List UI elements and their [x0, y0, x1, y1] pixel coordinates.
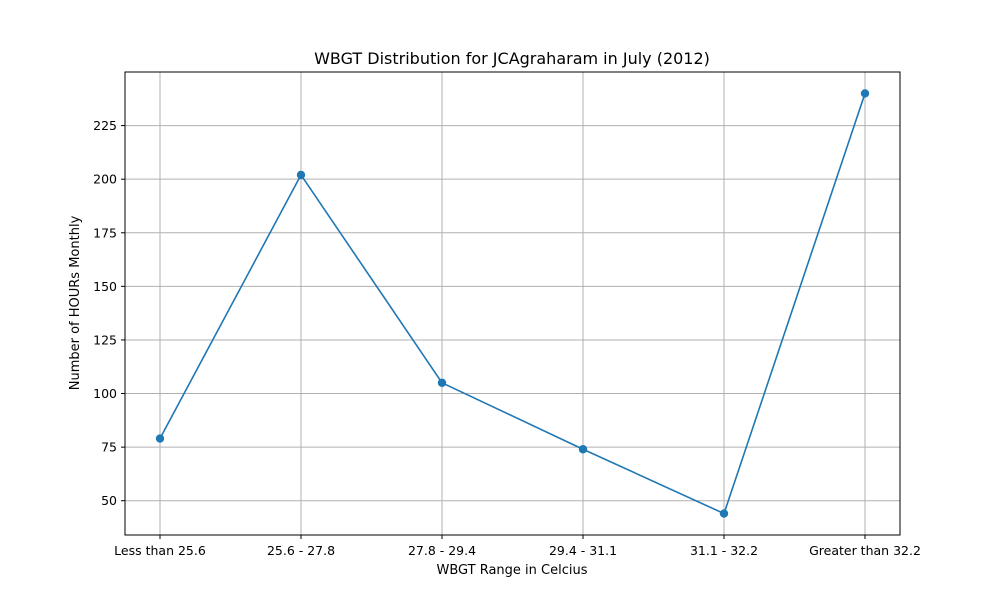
data-point	[155, 434, 165, 443]
y-axis-label: Number of HOURs Monthly	[68, 215, 83, 390]
y-tick-label: 100	[93, 386, 117, 401]
y-tick-label: 150	[93, 279, 117, 294]
x-tick-label: 25.6 - 27.8	[267, 543, 335, 558]
y-tick-label: 225	[93, 118, 117, 133]
y-tick-label: 125	[93, 332, 117, 347]
data-point	[719, 509, 729, 518]
data-point	[578, 445, 588, 454]
x-tick-label: 29.4 - 31.1	[549, 543, 617, 558]
tick-layer: Less than 25.6 25.6 - 27.8 27.8 - 29.4 29.4…	[93, 118, 921, 558]
x-tick-label: Greater than 32.2	[809, 543, 921, 558]
x-tick-label: 31.1 - 32.2	[690, 543, 758, 558]
y-tick-label: 75	[101, 440, 117, 455]
data-point	[296, 170, 306, 180]
series-line	[159, 93, 866, 515]
y-tick-label: 175	[93, 225, 117, 240]
data-point	[437, 378, 447, 388]
plot-frame	[124, 71, 901, 536]
x-tick-label: 27.8 - 29.4	[408, 543, 476, 558]
y-tick-label: 50	[101, 493, 117, 508]
grid-layer	[125, 72, 900, 535]
data-point	[860, 89, 870, 98]
chart-title: WBGT Distribution for JCAgraharam in Jul…	[314, 49, 710, 68]
series-layer	[155, 89, 870, 518]
x-tick-label: Less than 25.6	[114, 543, 206, 558]
x-axis-label: WBGT Range in Celcius	[436, 563, 587, 578]
y-tick-label: 200	[93, 172, 117, 187]
